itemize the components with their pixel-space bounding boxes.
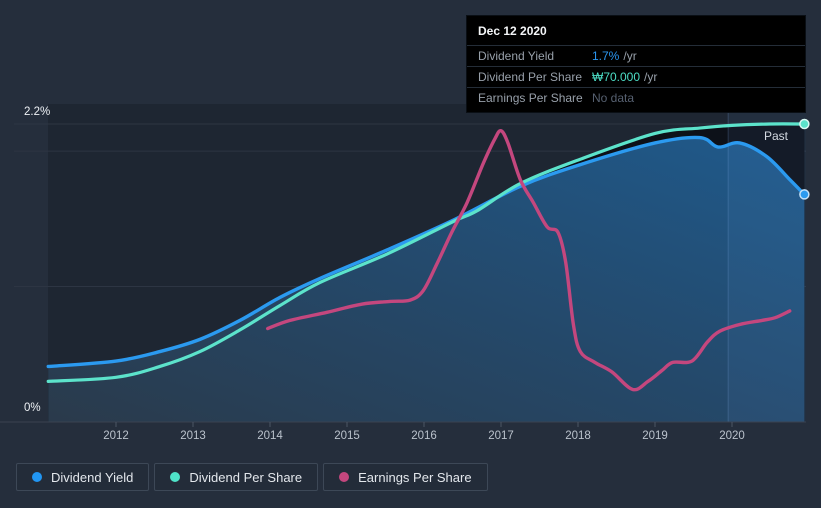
dividend-yield-area (48, 137, 805, 423)
tooltip-row-earnings-per-share: Earnings Per Share No data (467, 87, 805, 108)
earnings-per-share-line (265, 129, 792, 392)
chart-tooltip: Dec 12 2020 Dividend Yield 1.7% /yr Divi… (466, 15, 806, 113)
tooltip-value: 1.7% (592, 49, 620, 63)
dividend-per-share-dot-icon (170, 472, 181, 482)
x-axis-label: 2017 (488, 430, 514, 442)
tooltip-value-suffix: /yr (644, 70, 658, 84)
x-axis-label: 2016 (411, 430, 437, 442)
tooltip-value-suffix: /yr (623, 49, 637, 63)
legend-label: Earnings Per Share (358, 469, 472, 485)
chart-legend: Dividend Yield Dividend Per Share Earnin… (16, 463, 488, 491)
dividend-per-share-line (46, 122, 806, 383)
x-axis-label: 2018 (565, 430, 591, 442)
x-axis-label: 2020 (719, 430, 745, 442)
tooltip-row-dividend-yield: Dividend Yield 1.7% /yr (467, 45, 805, 66)
x-axis-label: 2012 (103, 430, 129, 442)
dividend-per-share-end-dot (799, 118, 810, 130)
tooltip-value: No data (592, 91, 635, 105)
tooltip-value: ₩70.000 (592, 70, 641, 84)
dividend-yield-end-dot (799, 189, 810, 200)
x-axis-label: 2019 (642, 430, 668, 442)
legend-label: Dividend Per Share (189, 469, 303, 485)
y-axis-label-max: 2.2% (24, 106, 51, 118)
x-axis-label: 2013 (180, 430, 206, 442)
past-period-label: Past (764, 129, 789, 143)
tooltip-row-dividend-per-share: Dividend Per Share ₩70.000 /yr (467, 66, 805, 87)
tooltip-label: Dividend Yield (478, 49, 555, 63)
earnings-per-share-dot-icon (339, 472, 350, 482)
y-axis-label-zero: 0% (24, 402, 41, 414)
tooltip-date: Dec 12 2020 (478, 24, 547, 38)
dividend-yield-dot-icon (32, 472, 42, 482)
x-axis-label: 2015 (334, 430, 360, 442)
tooltip-label: Dividend Per Share (478, 70, 583, 84)
legend-item-dividend-per-share[interactable]: Dividend Per Share (154, 463, 319, 491)
dividend-yield-line (46, 135, 807, 369)
legend-item-earnings-per-share[interactable]: Earnings Per Share (323, 463, 488, 491)
x-axis-label: 2014 (257, 430, 283, 442)
highlight-band (728, 104, 806, 422)
tooltip-label: Earnings Per Share (478, 91, 583, 105)
legend-label: Dividend Yield (51, 469, 134, 485)
legend-item-dividend-yield[interactable]: Dividend Yield (16, 463, 150, 491)
